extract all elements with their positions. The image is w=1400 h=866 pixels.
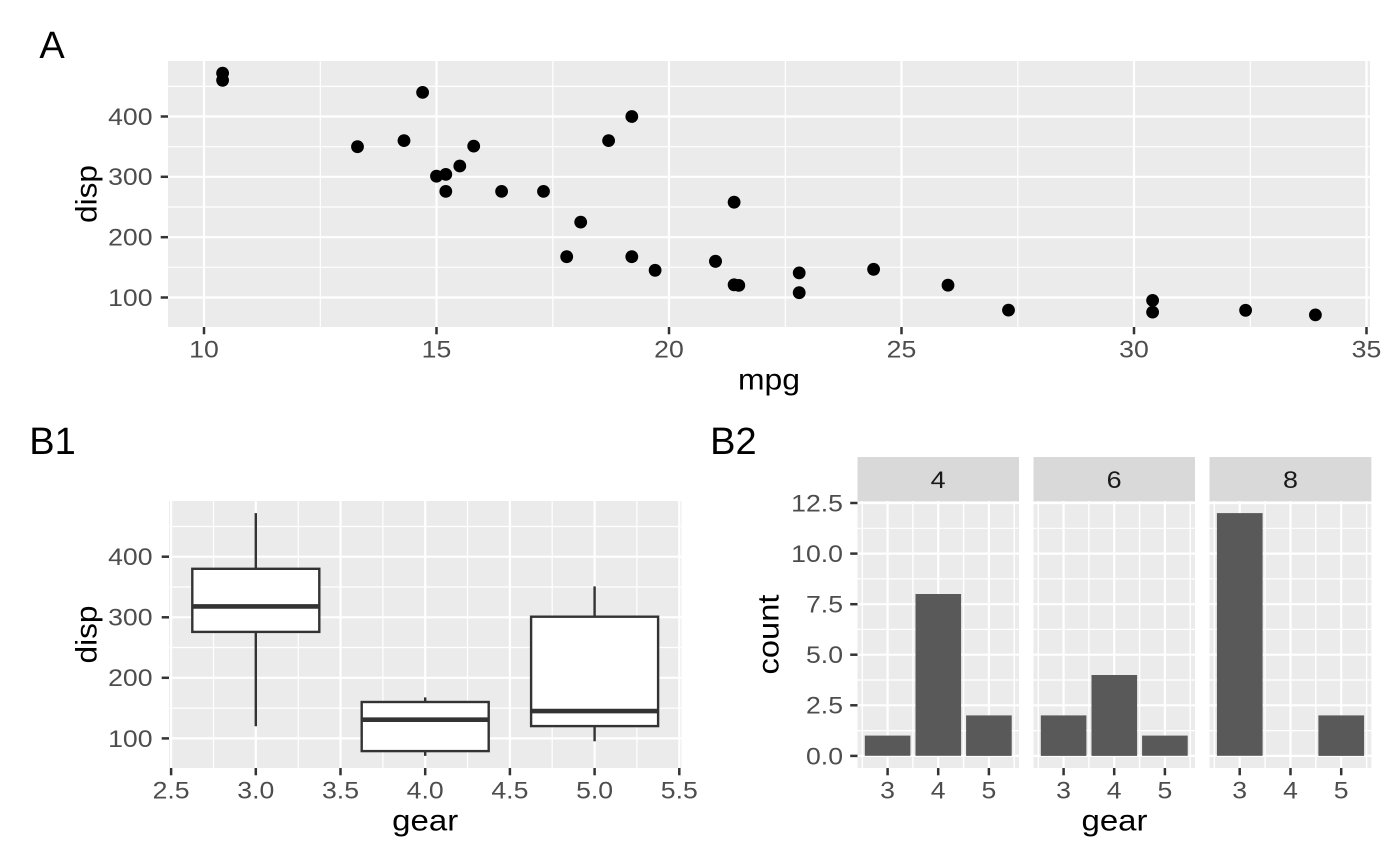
svg-text:gear: gear: [1082, 805, 1148, 838]
svg-text:5.5: 5.5: [661, 778, 698, 805]
svg-text:30: 30: [1119, 337, 1149, 364]
svg-text:15: 15: [422, 337, 452, 364]
svg-text:7.5: 7.5: [806, 592, 843, 619]
svg-text:300: 300: [108, 605, 152, 632]
svg-text:mpg: mpg: [738, 364, 800, 397]
svg-text:10.0: 10.0: [791, 541, 843, 568]
svg-text:100: 100: [108, 726, 152, 753]
svg-text:20: 20: [654, 337, 684, 364]
svg-text:3.5: 3.5: [322, 778, 359, 805]
svg-text:4: 4: [931, 467, 946, 494]
svg-text:4.0: 4.0: [407, 778, 444, 805]
svg-text:3: 3: [1232, 778, 1247, 805]
svg-text:0.0: 0.0: [806, 743, 843, 770]
svg-text:100: 100: [108, 285, 152, 312]
svg-text:2.5: 2.5: [806, 693, 843, 720]
svg-text:B1: B1: [29, 421, 75, 463]
svg-text:6: 6: [1107, 467, 1122, 494]
svg-text:4.5: 4.5: [491, 778, 528, 805]
svg-text:disp: disp: [71, 165, 104, 223]
svg-text:4: 4: [1107, 778, 1122, 805]
svg-text:gear: gear: [392, 805, 458, 838]
svg-text:A: A: [39, 25, 65, 67]
svg-text:count: count: [753, 594, 786, 675]
svg-text:4: 4: [1283, 778, 1298, 805]
svg-text:12.5: 12.5: [791, 490, 843, 517]
svg-text:35: 35: [1352, 337, 1382, 364]
svg-text:200: 200: [108, 225, 152, 252]
svg-text:B2: B2: [710, 421, 756, 463]
svg-text:3: 3: [1056, 778, 1071, 805]
svg-text:4: 4: [931, 778, 946, 805]
svg-text:5: 5: [1334, 778, 1349, 805]
svg-text:25: 25: [887, 337, 917, 364]
svg-text:5: 5: [1158, 778, 1173, 805]
svg-text:3: 3: [880, 778, 895, 805]
svg-text:disp: disp: [71, 606, 104, 664]
svg-text:5: 5: [982, 778, 997, 805]
svg-text:5.0: 5.0: [576, 778, 613, 805]
svg-text:400: 400: [108, 544, 152, 571]
svg-text:400: 400: [108, 104, 152, 131]
svg-text:3.0: 3.0: [237, 778, 274, 805]
svg-text:8: 8: [1283, 467, 1298, 494]
svg-text:300: 300: [108, 164, 152, 191]
svg-text:10: 10: [189, 337, 219, 364]
svg-text:5.0: 5.0: [806, 642, 843, 669]
svg-text:2.5: 2.5: [153, 778, 190, 805]
svg-text:200: 200: [108, 665, 152, 692]
